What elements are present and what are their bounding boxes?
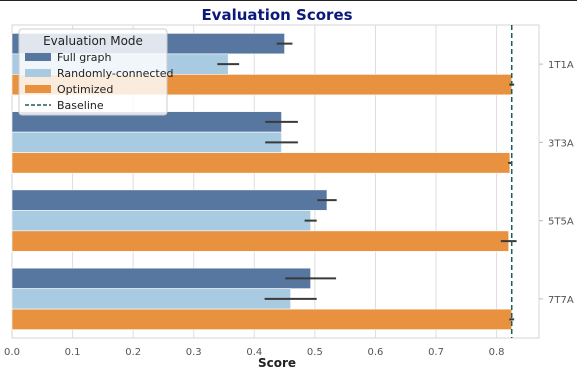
legend-swatch [25,69,51,77]
top-border [0,0,577,1]
x-tick-label: 0.3 [186,347,202,358]
y-tick-label: 5T5A [548,217,574,228]
bar [11,267,311,289]
legend-items: Full graph Randomly-connected Optimized Bas… [25,51,173,112]
bar [11,210,311,232]
x-tick-label: 0.4 [246,347,262,358]
bar [11,308,513,330]
legend-swatch [25,85,51,93]
bar [11,230,510,252]
error-bar-group [217,42,517,321]
legend-label: Baseline [57,99,104,112]
y-tick-label: 1T1A [548,60,574,71]
y-tick-label: 3T3A [548,138,574,149]
x-tick-label: 0.5 [307,347,323,358]
x-tick-label: 0.1 [65,347,81,358]
x-tick-label: 0.6 [367,347,383,358]
x-tick-label: 0.0 [4,347,20,358]
x-tick-label: 0.7 [428,347,444,358]
legend-swatch [25,53,51,61]
y-tick-label: 7T7A [548,295,574,306]
x-tick-labels: 0.0 0.1 0.2 0.3 0.4 0.5 0.6 0.7 0.8 [4,347,505,358]
legend-label: Full graph [57,51,112,64]
chart-title: Evaluation Scores [201,6,352,24]
legend: Evaluation Mode Full graph Randomly-conne… [18,28,173,116]
x-tick-label: 0.2 [125,347,141,358]
y-tick-labels: 1T1A 3T3A 5T5A 7T7A [539,60,574,306]
legend-title: Evaluation Mode [43,34,143,48]
bar [11,189,328,211]
bar [11,152,511,174]
bar [11,131,282,153]
bar [11,288,291,310]
x-tick-label: 0.8 [489,347,505,358]
x-axis-label: Score [258,356,296,370]
legend-label: Optimized [57,83,113,96]
legend-box [18,28,168,116]
legend-label: Randomly-connected [57,67,173,80]
